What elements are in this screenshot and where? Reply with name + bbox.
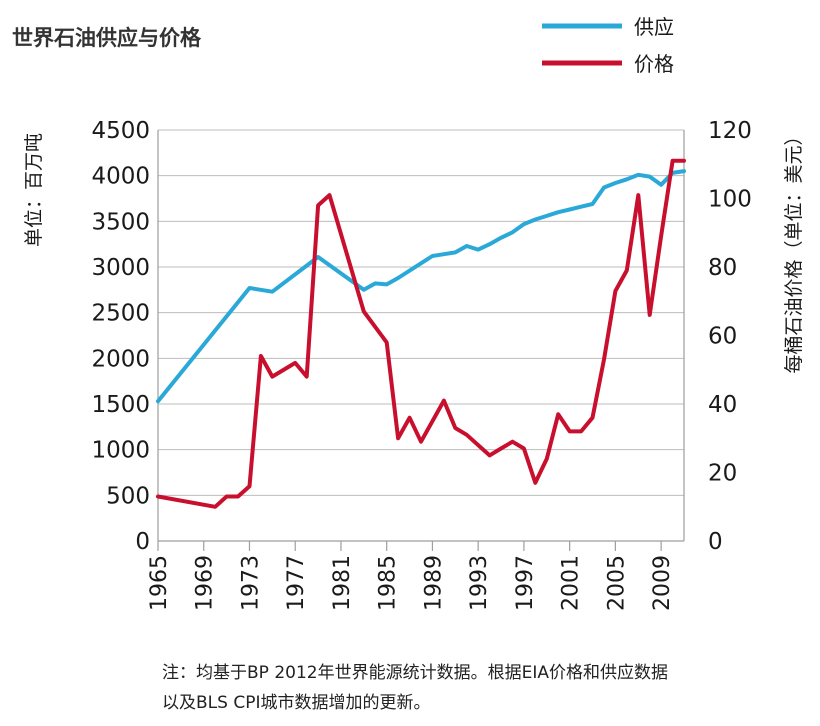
left-tick-label-3000: 3000	[91, 255, 150, 281]
left-tick-label-0: 0	[135, 529, 150, 555]
legend-label-price: 价格	[634, 52, 674, 76]
right-axis-label: 每桶石油价格（单位：美元）	[783, 126, 805, 373]
left-tick-label-3500: 3500	[91, 209, 150, 235]
right-tick-label-60: 60	[708, 324, 737, 350]
right-tick-label-0: 0	[708, 529, 723, 555]
left-tick-label-2000: 2000	[91, 346, 150, 372]
axes	[157, 130, 685, 542]
footnote: 注：均基于BP 2012年世界能源统计数据。根据EIA价格和供应数据 以及BLS…	[162, 658, 668, 718]
right-axis-ticks: 0 20 40 60 80 100 120	[708, 118, 752, 555]
chart-area: 0 500 1000 1500 2000 2500 3000 3500 4000 4500 0 20…	[23, 15, 805, 611]
grid-lines	[158, 129, 684, 496]
series-line-price	[156, 158, 686, 509]
right-tick-label-100: 100	[708, 187, 752, 213]
x-tick-label-2005: 2005	[604, 555, 629, 611]
legend-label-supply: 供应	[634, 15, 674, 39]
right-tick-label-120: 120	[708, 118, 752, 144]
left-tick-label-500: 500	[106, 483, 150, 509]
left-tick-label-2500: 2500	[91, 301, 150, 327]
footnote-line-2: 以及BLS CPI城市数据增加的更新。	[162, 693, 431, 713]
x-tick-label-1985: 1985	[376, 555, 401, 611]
series-lines	[156, 158, 686, 509]
x-tick-label-1981: 1981	[330, 555, 355, 611]
right-tick-label-40: 40	[708, 392, 737, 418]
left-tick-label-1000: 1000	[91, 438, 150, 464]
x-tick-label-1989: 1989	[421, 555, 446, 611]
x-tick-label-2001: 2001	[559, 555, 584, 611]
left-tick-label-1500: 1500	[91, 392, 150, 418]
footnote-line-1: 注：均基于BP 2012年世界能源统计数据。根据EIA价格和供应数据	[162, 663, 668, 683]
x-tick-label-1997: 1997	[513, 555, 538, 611]
right-tick-label-80: 80	[708, 255, 737, 281]
x-tick-label-1977: 1977	[284, 555, 309, 611]
x-tick-label-1973: 1973	[238, 555, 263, 611]
series-line-supply	[156, 169, 686, 404]
x-axis-ticks: 1965 1969 1973 1977 1981 1985 1989 1993 1997 2001…	[147, 541, 675, 611]
x-tick-label-2009: 2009	[650, 555, 675, 611]
x-tick-label-1969: 1969	[193, 555, 218, 611]
x-tick-label-1965: 1965	[147, 555, 172, 611]
left-tick-label-4500: 4500	[91, 118, 150, 144]
left-axis-ticks: 0 500 1000 1500 2000 2500 3000 3500 4000 4500	[91, 118, 150, 555]
left-tick-label-4000: 4000	[91, 164, 150, 190]
x-tick-label-1993: 1993	[467, 555, 492, 611]
chart-title: 世界石油供应与价格	[12, 26, 201, 50]
right-tick-label-20: 20	[708, 461, 737, 487]
left-axis-label: 单位：百万吨	[23, 133, 45, 247]
